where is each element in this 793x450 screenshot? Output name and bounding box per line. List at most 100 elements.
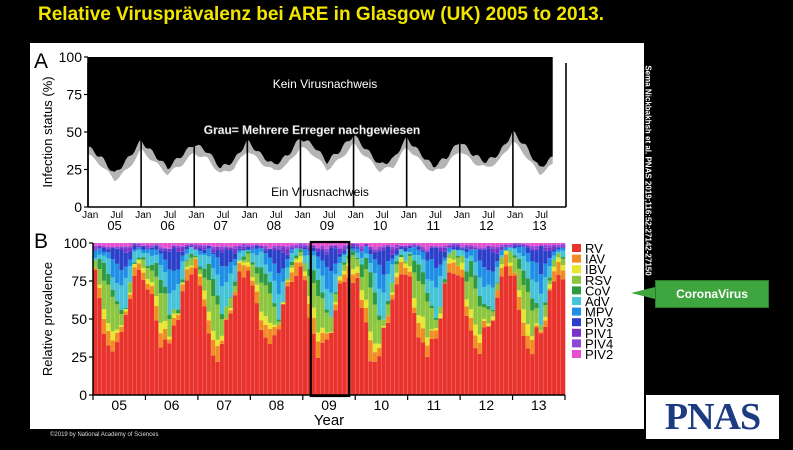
bar-segment-cov bbox=[141, 257, 146, 260]
copyright: ©2019 by National Academy of Sciences bbox=[50, 432, 159, 438]
bar-segment-iav bbox=[276, 324, 282, 330]
bar-segment-rsv bbox=[193, 256, 199, 259]
bar-segment-iav bbox=[311, 317, 317, 334]
bar-segment-mpv bbox=[433, 268, 439, 288]
bar-segment-ibv bbox=[460, 262, 465, 270]
bar-segment-piv2 bbox=[311, 243, 317, 246]
bar-segment-iav bbox=[184, 269, 190, 281]
bar-segment-piv2 bbox=[171, 243, 177, 246]
bar-segment-ibv bbox=[429, 329, 435, 331]
bar-segment-rv bbox=[180, 291, 186, 395]
bar-segment-piv1 bbox=[547, 247, 553, 251]
bar-segment-mpv bbox=[158, 253, 164, 266]
bar-segment-rv bbox=[110, 351, 116, 395]
bar-segment-cov bbox=[245, 251, 251, 254]
panel-b-year-label: 07 bbox=[216, 397, 232, 413]
bar-segment-mpv bbox=[390, 258, 395, 265]
panel-b-ytick-label: 75 bbox=[71, 273, 87, 289]
bar-segment-adv bbox=[219, 286, 225, 315]
bar-segment-mpv bbox=[127, 259, 133, 267]
bar-segment-adv bbox=[141, 252, 146, 258]
bar-segment-ibv bbox=[377, 343, 382, 348]
panel-a-ytick-label: 75 bbox=[66, 87, 82, 103]
bar-segment-piv3 bbox=[438, 250, 443, 265]
bar-segment-piv3 bbox=[530, 249, 535, 261]
bar-segment-cov bbox=[197, 266, 203, 270]
bar-segment-adv bbox=[132, 251, 137, 263]
bar-segment-adv bbox=[136, 249, 142, 258]
legend-swatch-piv2 bbox=[572, 350, 581, 358]
bar-segment-iav bbox=[228, 310, 234, 314]
bar-segment-piv2 bbox=[390, 243, 395, 247]
bar-segment-rv bbox=[464, 315, 470, 395]
bar-segment-rv bbox=[224, 319, 229, 395]
bar-segment-rsv bbox=[394, 264, 400, 273]
bar-segment-piv4 bbox=[447, 244, 452, 246]
bar-segment-ibv bbox=[551, 266, 557, 272]
bar-segment-piv4 bbox=[394, 244, 400, 248]
bar-segment-mpv bbox=[490, 271, 496, 288]
bar-segment-adv bbox=[412, 254, 417, 261]
bar-segment-ibv bbox=[464, 299, 470, 307]
bar-segment-rsv bbox=[167, 319, 172, 337]
bar-segment-piv3 bbox=[307, 249, 312, 251]
bar-segment-piv3 bbox=[512, 245, 518, 248]
bar-segment-piv4 bbox=[516, 243, 522, 246]
bar-segment-piv4 bbox=[503, 244, 509, 246]
panel-b-ytick-label: 25 bbox=[71, 349, 87, 365]
bar-segment-mpv bbox=[521, 246, 526, 257]
bar-segment-rv bbox=[241, 277, 247, 395]
bar-segment-rsv bbox=[486, 309, 491, 324]
bar-segment-adv bbox=[337, 263, 343, 277]
bar-segment-cov bbox=[123, 307, 129, 309]
bar-segment-rv bbox=[521, 336, 526, 395]
bar-segment-piv3 bbox=[237, 248, 242, 250]
bar-segment-piv2 bbox=[114, 243, 120, 247]
bar-segment-piv2 bbox=[237, 243, 242, 246]
bar-segment-ibv bbox=[110, 331, 116, 341]
bar-segment-rv bbox=[451, 273, 457, 395]
bar-segment-piv4 bbox=[390, 246, 395, 250]
bar-segment-piv1 bbox=[359, 249, 365, 252]
bar-segment-piv1 bbox=[294, 247, 299, 249]
bar-segment-rv bbox=[193, 268, 199, 395]
bar-segment-piv2 bbox=[315, 243, 321, 248]
side-credit-text: Sema Nickbakhsh et al. PNAS 2019;116:52:… bbox=[643, 65, 653, 276]
bar-segment-iav bbox=[368, 340, 373, 362]
bar-segment-cov bbox=[259, 267, 264, 283]
bar-segment-piv3 bbox=[132, 245, 137, 250]
bar-segment-piv4 bbox=[486, 245, 491, 246]
panel-a-month-label: Jul bbox=[110, 210, 123, 221]
bar-segment-iav bbox=[551, 271, 557, 282]
bar-segment-cov bbox=[547, 277, 553, 281]
bar-segment-ibv bbox=[162, 320, 168, 330]
bar-segment-iav bbox=[285, 281, 290, 287]
bar-segment-rv bbox=[495, 297, 500, 395]
bar-segment-ibv bbox=[468, 309, 474, 318]
bar-segment-mpv bbox=[429, 259, 435, 281]
bar-segment-ibv bbox=[250, 277, 255, 281]
bar-segment-piv1 bbox=[381, 247, 387, 251]
bar-segment-piv1 bbox=[551, 246, 557, 250]
bar-segment-piv4 bbox=[460, 246, 465, 248]
panel-a-month-label: Jan bbox=[135, 210, 151, 221]
bar-segment-piv4 bbox=[280, 245, 286, 248]
bar-segment-rsv bbox=[145, 267, 151, 279]
bar-segment-rsv bbox=[350, 255, 356, 269]
bar-segment-mpv bbox=[206, 248, 212, 257]
bar-segment-ibv bbox=[381, 325, 387, 328]
bar-segment-iav bbox=[538, 331, 544, 334]
bar-segment-rsv bbox=[521, 285, 526, 310]
bar-segment-piv4 bbox=[560, 244, 566, 247]
bar-segment-adv bbox=[145, 253, 151, 266]
bar-segment-piv2 bbox=[394, 243, 400, 245]
bar-segment-iav bbox=[363, 307, 369, 323]
bar-segment-piv3 bbox=[490, 252, 496, 272]
bar-segment-rv bbox=[171, 325, 177, 395]
bar-segment-piv1 bbox=[315, 248, 321, 252]
bar-segment-mpv bbox=[560, 247, 566, 251]
bar-segment-ibv bbox=[202, 290, 207, 300]
bar-segment-piv4 bbox=[254, 244, 260, 246]
bar-segment-piv3 bbox=[495, 253, 500, 262]
